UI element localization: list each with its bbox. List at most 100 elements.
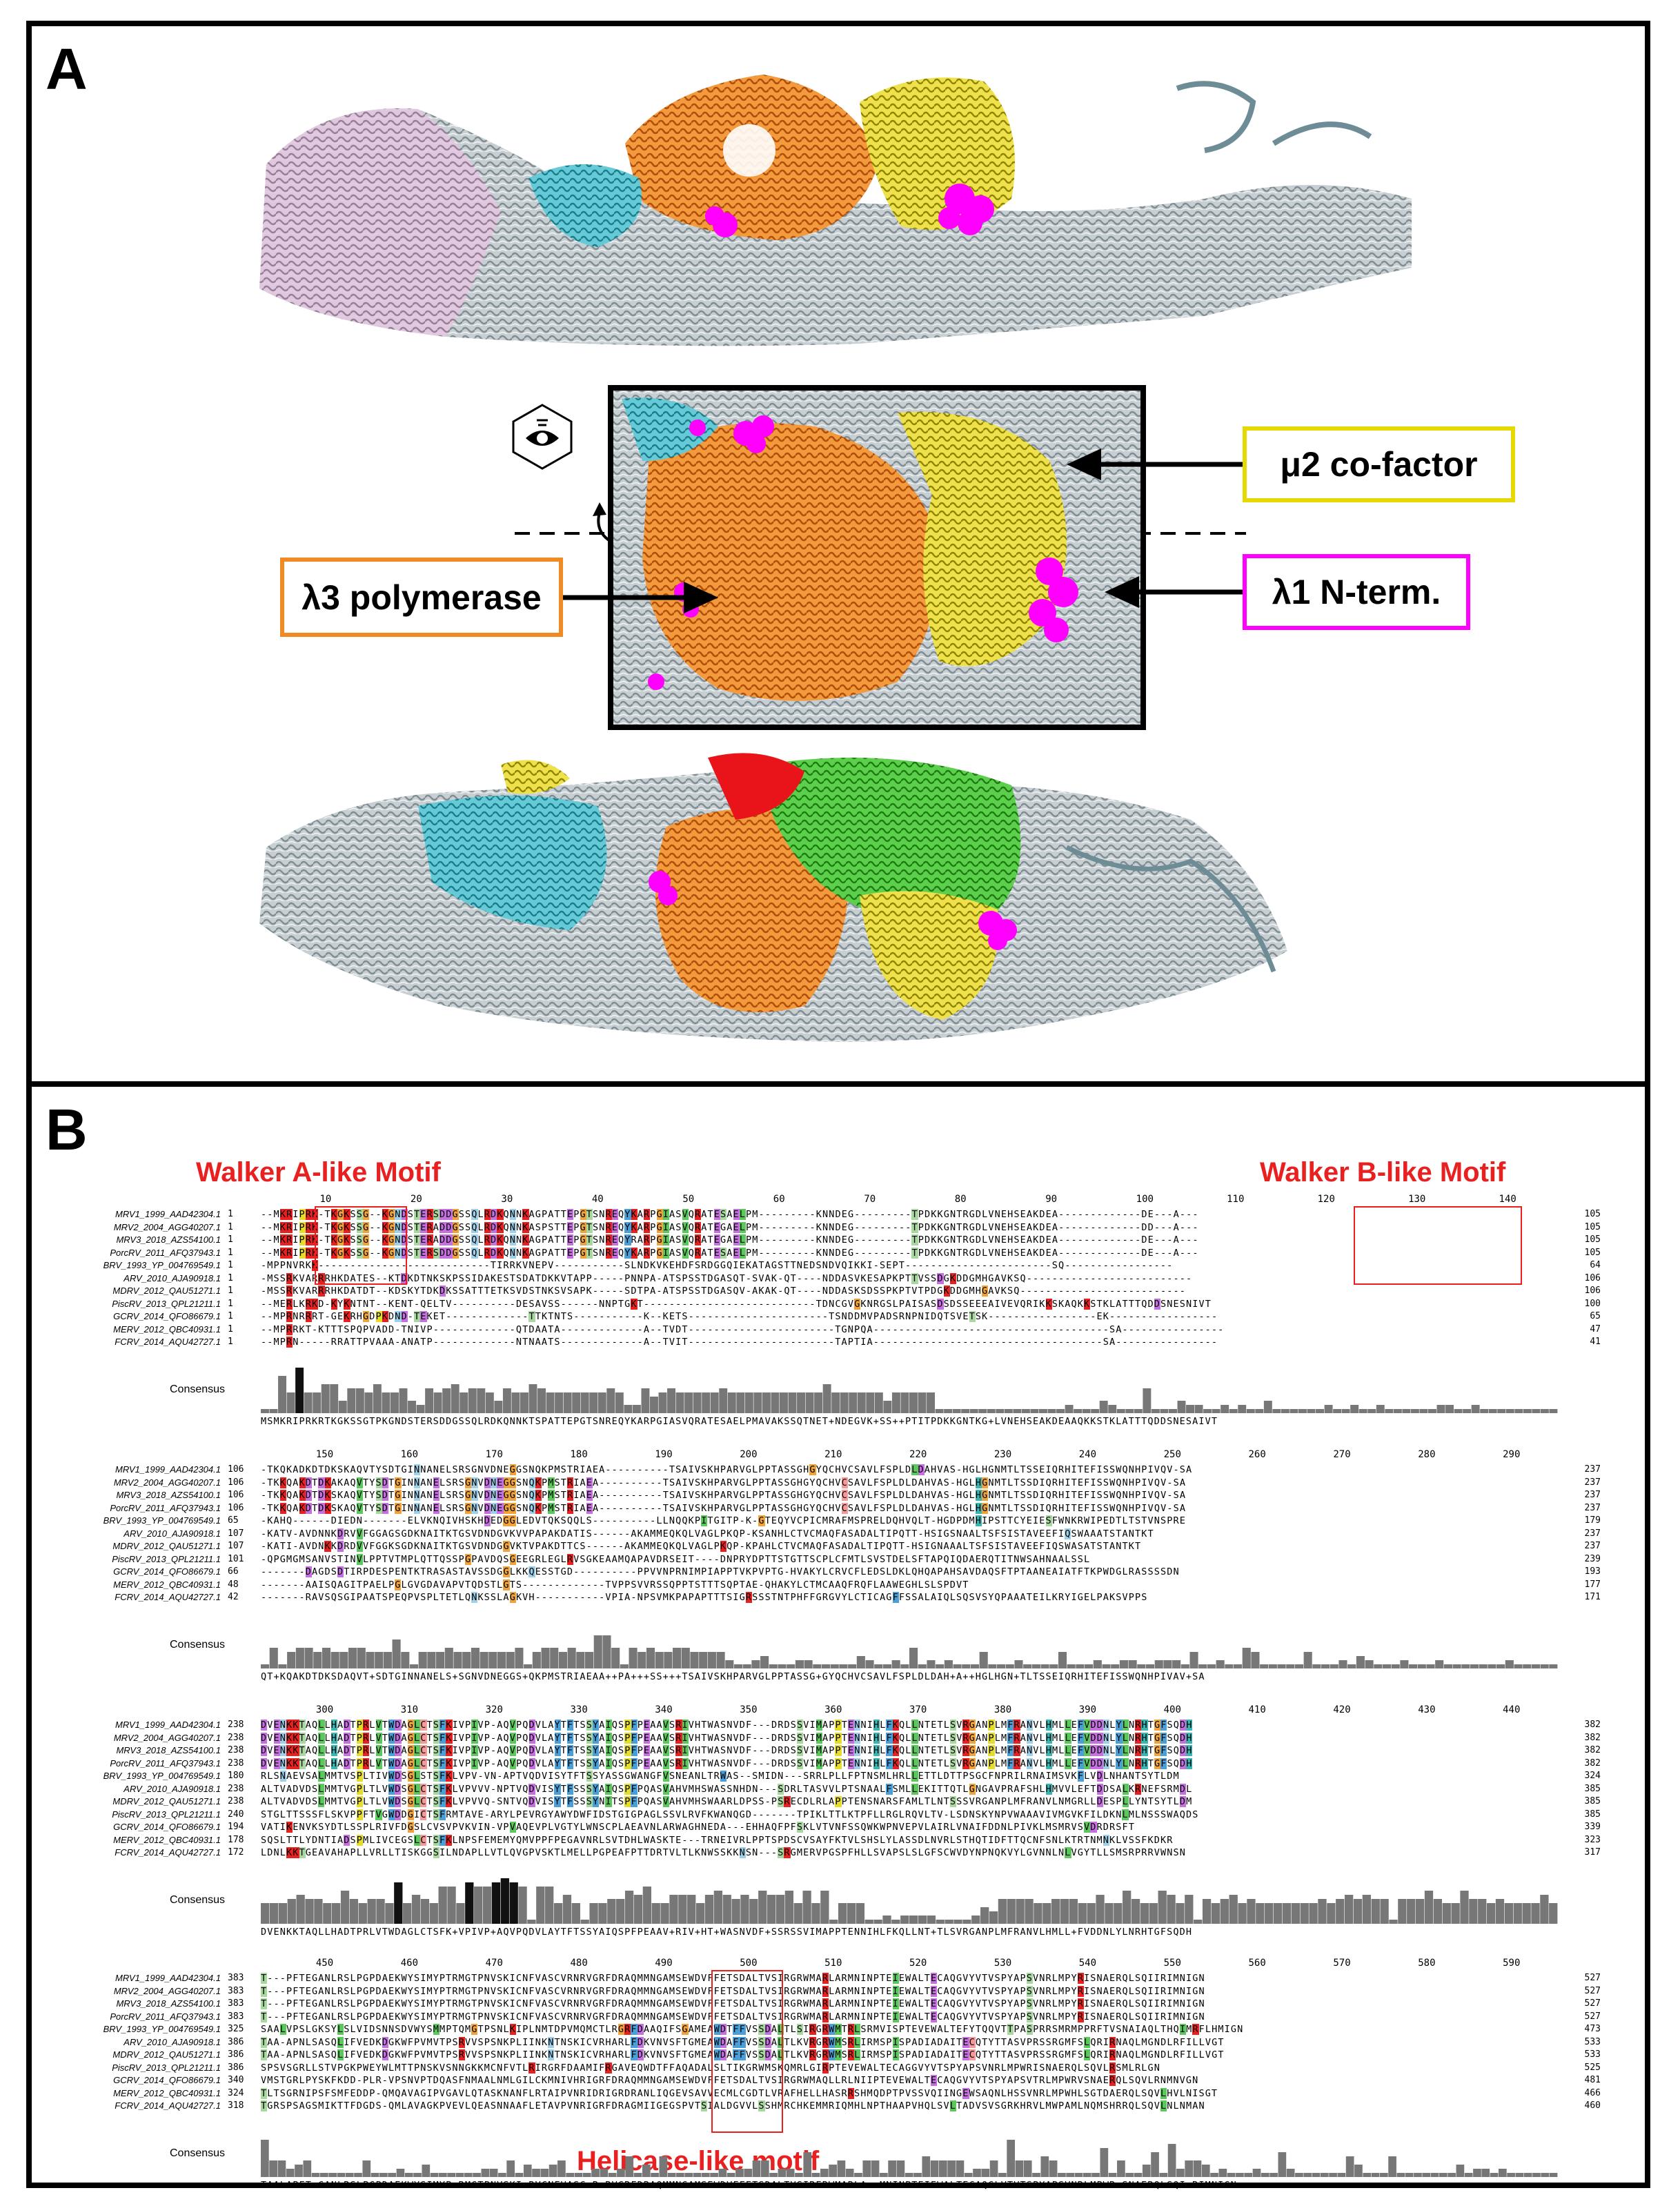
sequence-start-position: 172 [228, 1847, 244, 1858]
consensus-sequence: QT+KQAKDTDKSDAQVT+SDTGINNANELS+SGNVDNEGG… [261, 1671, 1205, 1682]
consensus-bar [633, 1895, 643, 1924]
consensus-bar [1216, 1660, 1225, 1668]
sequence-start-position: 1 [228, 1298, 233, 1309]
sequence-end-position: 237 [1584, 1464, 1601, 1475]
consensus-bar [1481, 2169, 1490, 2177]
consensus-bar [509, 1882, 518, 1924]
consensus-bar [838, 1903, 847, 1924]
consensus-bar [1091, 1409, 1100, 1413]
walker-b-motif-title: Walker B-like Motif [1260, 1157, 1506, 1188]
aligned-sequence: -KATV-AVDNNKDRVVFGGAGSGDKNAITKTGSVDNDGVK… [261, 1528, 1154, 1539]
consensus-bar [1473, 2169, 1481, 2177]
sequence-name: FCRV_2014_AQU42727.1 [115, 2100, 221, 2111]
sequence-start-position: 42 [228, 1592, 239, 1602]
consensus-bar [775, 1895, 785, 1924]
panel-a-letter: A [46, 37, 88, 101]
consensus-bar [396, 2169, 405, 2177]
consensus-bar [388, 2173, 396, 2177]
sequence-end-position: 105 [1584, 1247, 1601, 1258]
aligned-sequence: --MKRIPRK-TKGKSSG--KGNDSTERADDGSSQLRDKQN… [261, 1221, 1199, 1233]
sequence-name: BRV_1993_YP_004769549.1 [103, 1260, 221, 1270]
consensus-bar [392, 1639, 401, 1668]
consensus-bar [278, 1664, 287, 1668]
consensus-bar [882, 1664, 891, 1668]
consensus-bar [286, 1392, 295, 1413]
consensus-bar [693, 2173, 702, 2177]
consensus-logo [261, 2140, 1558, 2177]
consensus-bar [667, 1388, 675, 1413]
consensus-bar [1391, 1664, 1400, 1668]
consensus-bar [555, 1392, 564, 1413]
consensus-bar [1013, 1409, 1022, 1413]
consensus-bar [408, 1401, 416, 1413]
sequence-name: GCRV_2014_QFO86679.1 [113, 1566, 221, 1577]
sequence-start-position: 238 [228, 1796, 244, 1806]
consensus-bar [482, 1887, 492, 1924]
sequence-name: MRV1_1999_AAD42304.1 [115, 1720, 221, 1730]
consensus-bar [462, 1652, 471, 1668]
consensus-bar [1074, 2173, 1083, 2177]
consensus-bar [1454, 1409, 1463, 1413]
consensus-bar [1040, 1664, 1049, 1668]
consensus-bar [453, 1652, 462, 1668]
ruler-tick-label: 380 [994, 1704, 1012, 1715]
sequence-end-position: 237 [1584, 1541, 1601, 1551]
ruler-tick-label: 40 [591, 1194, 604, 1205]
ruler-tick-label: 30 [501, 1194, 513, 1205]
consensus-bar [981, 2169, 990, 2177]
sequence-start-position: 1 [228, 1272, 233, 1283]
consensus-bar [498, 2173, 506, 2177]
alignment-block: 300 310 320 330 340 350 360 370 380 390 400 410 420 4… [32, 1704, 1656, 1953]
ruler-tick-label: 320 [485, 1704, 503, 1715]
sequence-end-position: 385 [1584, 1809, 1601, 1820]
consensus-bar [465, 1882, 474, 1924]
consensus-bar [786, 2169, 795, 2177]
consensus-bar [1108, 2173, 1117, 2177]
consensus-bar [1100, 2148, 1109, 2177]
consensus-bar [591, 2169, 600, 2177]
consensus-bar [1272, 1409, 1281, 1413]
aligned-sequence: --MPRN-----RRATTPVAAA-ANATP-------------… [261, 1337, 1218, 1348]
panel-a: A [26, 21, 1650, 1087]
consensus-bar [1014, 1660, 1023, 1668]
consensus-bar [1532, 1409, 1541, 1413]
consensus-bar [1286, 2169, 1295, 2177]
consensus-bar [1309, 1903, 1318, 1924]
consensus-bar [1143, 1388, 1152, 1413]
panel-b-letter: B [46, 1097, 88, 1162]
consensus-bar [286, 2169, 295, 2177]
consensus-bar [1341, 1409, 1350, 1413]
consensus-bar [1286, 1664, 1295, 1668]
consensus-bar [506, 2160, 515, 2177]
sequence-name: MERV_2012_QBC40931.1 [113, 2087, 221, 2098]
ruler-tick-label: 250 [1163, 1449, 1181, 1460]
consensus-bar [988, 1664, 997, 1668]
consensus-bar [1400, 1660, 1409, 1668]
consensus-bar [1125, 1409, 1134, 1413]
sequence-end-position: 382 [1584, 1757, 1601, 1769]
consensus-bar [339, 1652, 348, 1668]
consensus-bar [313, 1652, 322, 1668]
consensus-bar [376, 1899, 385, 1924]
consensus-bar [1407, 1899, 1416, 1924]
sequence-end-position: 106 [1584, 1286, 1601, 1296]
consensus-bar [632, 1405, 641, 1413]
consensus-bar [562, 1895, 572, 1924]
consensus-bar [304, 1392, 313, 1413]
consensus-bar [394, 1882, 403, 1924]
consensus-bar [379, 2173, 388, 2177]
ruler-tick-label: 590 [1503, 1958, 1521, 1969]
consensus-bar [784, 1891, 794, 1924]
consensus-bar [970, 1664, 980, 1668]
consensus-bar [515, 1648, 524, 1668]
consensus-bar [563, 1392, 572, 1413]
consensus-bar [1034, 1903, 1042, 1924]
consensus-bar [1540, 1409, 1549, 1413]
consensus-bar [447, 1887, 456, 1924]
consensus-bar [719, 1388, 728, 1413]
motif-highlight-box [315, 1206, 407, 1285]
consensus-bar [1119, 1660, 1128, 1668]
consensus-bar [1451, 1903, 1460, 1924]
consensus-bar [1056, 1409, 1065, 1413]
consensus-bar [444, 1648, 453, 1668]
